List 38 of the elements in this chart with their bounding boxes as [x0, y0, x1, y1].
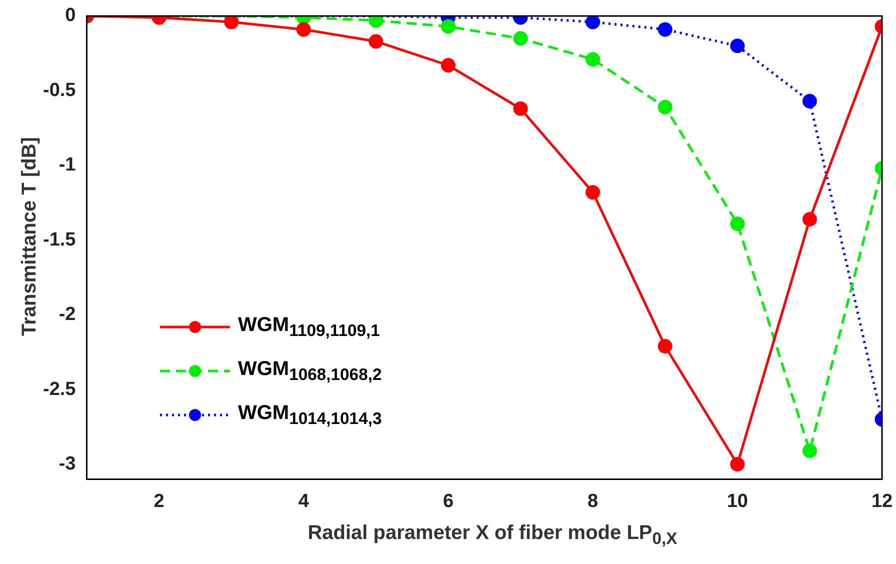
y-tick-label: 0	[65, 5, 76, 26]
point	[658, 100, 672, 114]
point	[368, 16, 384, 28]
x-axis-title: Radial parameter X of fiber mode LP$_{0,X}$	[306, 522, 678, 549]
point	[586, 52, 600, 67]
point	[368, 34, 384, 49]
point	[440, 19, 456, 34]
point	[802, 444, 817, 458]
point	[802, 212, 817, 226]
point	[586, 16, 600, 30]
point	[730, 216, 745, 231]
y-axis-title: Transmittance T [dB]	[18, 136, 42, 338]
point	[730, 38, 745, 54]
y-tick-label: -0.5	[42, 80, 76, 101]
x-tick-label: 4	[298, 490, 310, 512]
point	[658, 338, 672, 354]
y-tick-label: -1.5	[42, 229, 76, 250]
point	[224, 16, 239, 30]
x-tick-label: 12	[871, 490, 893, 512]
legend-label: WGM$_{1014,1014,3}$	[238, 402, 382, 428]
x-tick-label: 2	[154, 490, 164, 512]
y-tick-label: -2.5	[42, 378, 76, 400]
point	[513, 31, 528, 46]
x-tick-label: 8	[588, 490, 598, 512]
y-tick-label: -1	[58, 154, 76, 176]
point	[513, 101, 528, 116]
x-tick-label: 6	[442, 490, 454, 512]
point	[802, 94, 817, 108]
point	[658, 22, 672, 37]
y-tick-label: -2	[58, 304, 76, 326]
legend-label: WGM$_{1109,1109,1}$	[238, 314, 380, 340]
y-tick-label: -3	[58, 453, 76, 474]
legend-label: WGM$_{1068,1068,2}$	[238, 358, 382, 384]
point	[440, 58, 456, 73]
point	[730, 457, 745, 472]
point	[586, 185, 600, 200]
point	[296, 22, 311, 37]
x-tick-label: 10	[726, 490, 748, 512]
